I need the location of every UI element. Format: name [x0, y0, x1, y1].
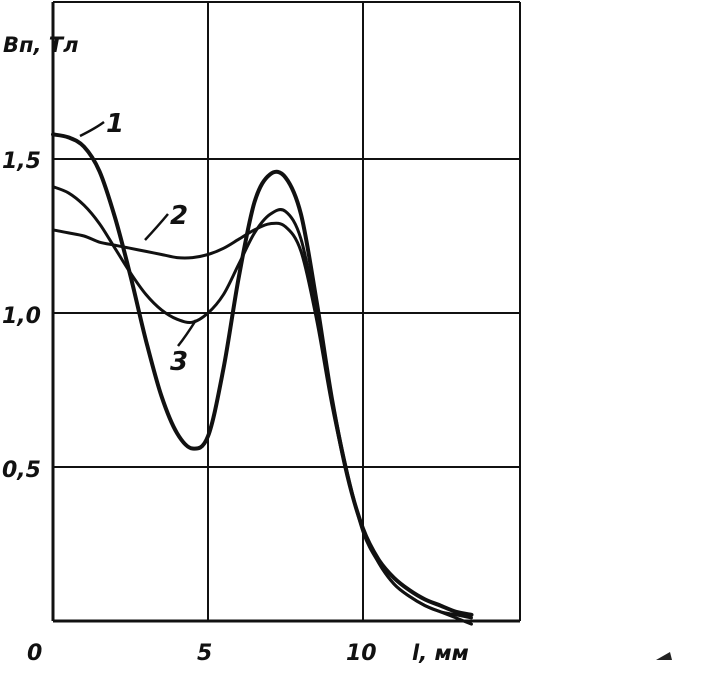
y-axis-title: Bп, Тл — [3, 33, 79, 57]
stray-mark — [656, 652, 672, 660]
leader-line-1 — [79, 120, 105, 138]
leader-line-3 — [177, 319, 198, 347]
plot-frame — [51, 1, 521, 623]
x-axis-title: l, мм — [412, 641, 469, 665]
series-line-2 — [51, 221, 473, 620]
series-line-3 — [51, 185, 473, 626]
grid — [53, 2, 520, 621]
x-tick-label-10: 10 — [346, 641, 377, 666]
series-layer — [51, 132, 474, 626]
x-tick-label-0: 0 — [27, 641, 42, 666]
curve-label-1: 1 — [106, 109, 124, 139]
curve-label-3: 3 — [170, 347, 188, 377]
leader-lines — [79, 120, 198, 347]
series-line-1 — [51, 132, 474, 617]
curve-label-2: 2 — [170, 201, 188, 231]
x-tick-label-5: 5 — [197, 641, 212, 666]
y-tick-label-0-5: 0,5 — [2, 458, 41, 483]
y-tick-label-1-5: 1,5 — [2, 149, 41, 174]
leader-line-2 — [144, 213, 169, 241]
y-tick-label-1-0: 1,0 — [2, 304, 41, 329]
